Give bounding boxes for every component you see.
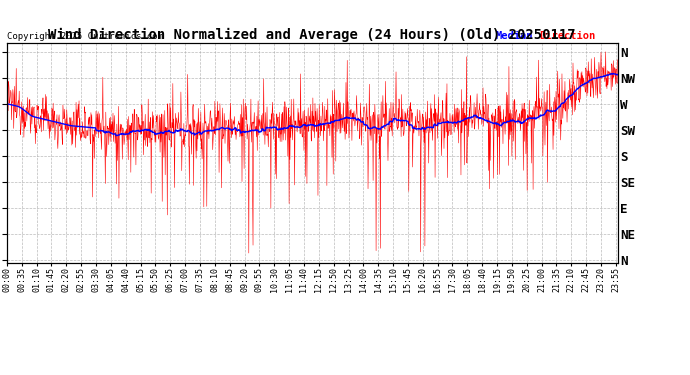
- Title: Wind Direction Normalized and Average (24 Hours) (Old) 20250117: Wind Direction Normalized and Average (2…: [48, 28, 576, 42]
- Text: Median: Median: [495, 31, 533, 41]
- Text: Copyright 2025 Curtronics.com: Copyright 2025 Curtronics.com: [7, 32, 163, 41]
- Text: Direction: Direction: [540, 31, 595, 41]
